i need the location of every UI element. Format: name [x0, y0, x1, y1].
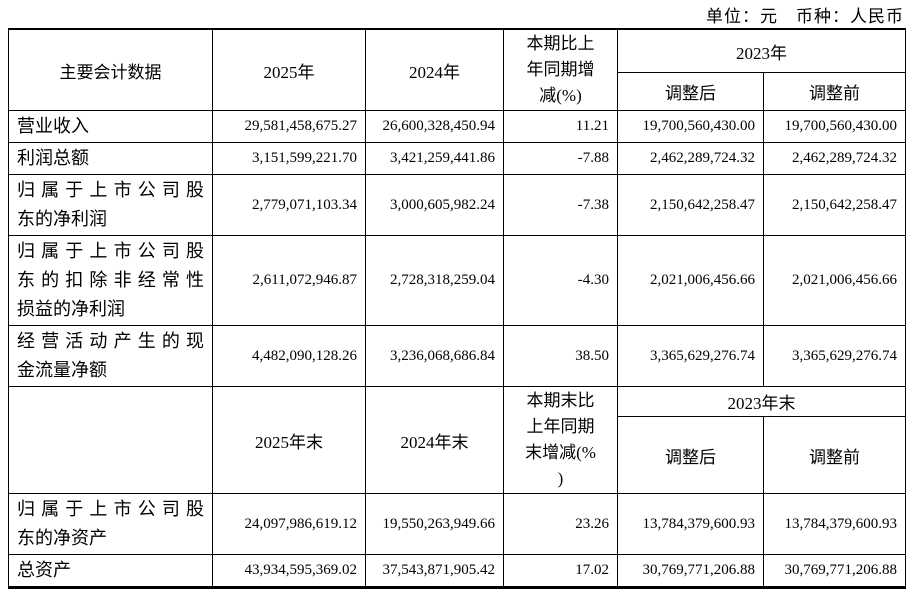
table-row-net-profit: 归属于上市公司股 东的净利润 2,779,071,103.34 3,000,60…: [8, 174, 906, 236]
cell-2023-adjusted-after: 3,365,629,276.74: [617, 325, 764, 387]
table-row-net-assets: 归属于上市公司股 东的净资产 24,097,986,619.12 19,550,…: [8, 493, 906, 555]
table-row-operating-cash-flow: 经营活动产生的现 金流量净额 4,482,090,128.26 3,236,06…: [8, 325, 906, 387]
header-row-2-sub: 调整后 调整前: [9, 416, 906, 494]
header-change-pct: 本期比上 年同期增 减(%): [503, 28, 618, 111]
cell-change: 11.21: [503, 110, 618, 143]
header-end-2025: 2025年末: [212, 386, 366, 494]
row-label: 利润总额: [8, 142, 213, 175]
cell-2025: 2,779,071,103.34: [212, 174, 366, 236]
header-year-2025: 2025年: [212, 28, 366, 111]
table-row-total-profit: 利润总额 3,151,599,221.70 3,421,259,441.86 -…: [8, 142, 906, 175]
header-end-2023: 2023年末: [617, 386, 906, 417]
row-label: 归属于上市公司股 东的扣除非经常性 损益的净利润: [8, 235, 213, 326]
cell-2024: 19,550,263,949.66: [365, 493, 504, 555]
cell-2024: 2,728,318,259.04: [365, 235, 504, 326]
unit-currency-label: 单位：元 币种：人民币: [706, 7, 904, 26]
header-2023-adjusted-after: 调整后: [617, 72, 764, 111]
header-end-change-pct: 本期末比 上年同期 末增减(% ): [503, 386, 618, 494]
cell-2025: 3,151,599,221.70: [212, 142, 366, 175]
cell-2023-adjusted-after: 13,784,379,600.93: [617, 493, 764, 555]
cell-2024: 3,000,605,982.24: [365, 174, 504, 236]
header-end-2023-adjusted-after: 调整后: [617, 416, 764, 494]
header-empty: [8, 386, 213, 494]
row-label: 经营活动产生的现 金流量净额: [8, 325, 213, 387]
header-row-1: 主要会计数据 2025年 2024年 本期比上 年同期增 减(%) 2023年: [8, 28, 906, 111]
cell-2025: 2,611,072,946.87: [212, 235, 366, 326]
cell-2023-adjusted-before: 13,784,379,600.93: [763, 493, 906, 555]
header-year-2023: 2023年: [617, 28, 906, 74]
cell-2025: 43,934,595,369.02: [212, 554, 366, 588]
row-label: 归属于上市公司股 东的净利润: [8, 174, 213, 236]
financial-data-table: 主要会计数据 2025年 2024年 本期比上 年同期增 减(%) 2023年 …: [8, 28, 906, 589]
cell-change: -7.88: [503, 142, 618, 175]
header-row-2: 2025年末 2024年末 本期末比 上年同期 末增减(% ) 2023年末: [8, 386, 906, 494]
table-row-revenue: 营业收入 29,581,458,675.27 26,600,328,450.94…: [8, 110, 906, 143]
row-label: 营业收入: [8, 110, 213, 143]
cell-change: -4.30: [503, 235, 618, 326]
cell-2024: 3,421,259,441.86: [365, 142, 504, 175]
row-label: 总资产: [8, 554, 213, 588]
cell-change: 17.02: [503, 554, 618, 588]
row-label: 归属于上市公司股 东的净资产: [8, 493, 213, 555]
header-2023-adjusted-before: 调整前: [763, 72, 906, 111]
cell-2025: 4,482,090,128.26: [212, 325, 366, 387]
cell-2023-adjusted-before: 3,365,629,276.74: [763, 325, 906, 387]
cell-change: 23.26: [503, 493, 618, 555]
cell-2023-adjusted-after: 2,021,006,456.66: [617, 235, 764, 326]
table-row-total-assets: 总资产 43,934,595,369.02 37,543,871,905.42 …: [8, 554, 906, 588]
cell-2023-adjusted-before: 30,769,771,206.88: [763, 554, 906, 588]
table-row-net-profit-excl-nonrecurring: 归属于上市公司股 东的扣除非经常性 损益的净利润 2,611,072,946.8…: [8, 235, 906, 326]
header-main-label: 主要会计数据: [8, 28, 213, 111]
cell-2025: 24,097,986,619.12: [212, 493, 366, 555]
cell-2023-adjusted-after: 19,700,560,430.00: [617, 110, 764, 143]
cell-2024: 37,543,871,905.42: [365, 554, 504, 588]
cell-change: -7.38: [503, 174, 618, 236]
cell-2023-adjusted-before: 2,021,006,456.66: [763, 235, 906, 326]
cell-2023-adjusted-before: 2,462,289,724.32: [763, 142, 906, 175]
cell-2023-adjusted-after: 30,769,771,206.88: [617, 554, 764, 588]
header-row-1-sub: 调整后 调整前: [9, 72, 906, 111]
cell-2024: 26,600,328,450.94: [365, 110, 504, 143]
header-end-2023-adjusted-before: 调整前: [763, 416, 906, 494]
header-end-2024: 2024年末: [365, 386, 504, 494]
cell-2024: 3,236,068,686.84: [365, 325, 504, 387]
cell-2023-adjusted-after: 2,150,642,258.47: [617, 174, 764, 236]
cell-change: 38.50: [503, 325, 618, 387]
cell-2023-adjusted-before: 2,150,642,258.47: [763, 174, 906, 236]
header-year-2024: 2024年: [365, 28, 504, 111]
cell-2023-adjusted-after: 2,462,289,724.32: [617, 142, 764, 175]
cell-2025: 29,581,458,675.27: [212, 110, 366, 143]
cell-2023-adjusted-before: 19,700,560,430.00: [763, 110, 906, 143]
